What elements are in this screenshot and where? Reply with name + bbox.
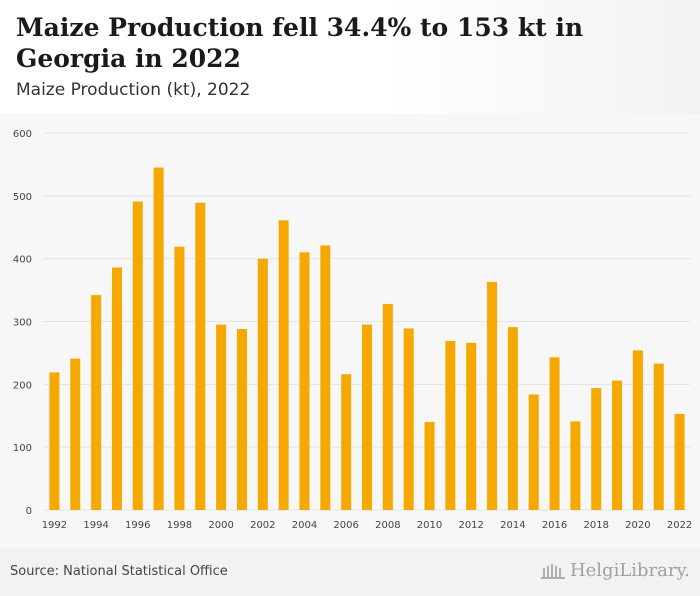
- bar-2021: [653, 363, 664, 510]
- x-tick-label: 2020: [625, 520, 650, 531]
- bar-2006: [341, 374, 352, 510]
- bar-2004: [299, 252, 310, 510]
- bar-1995: [111, 267, 122, 510]
- x-tick-label: 1996: [125, 520, 150, 531]
- bar-2011: [445, 340, 456, 510]
- x-tick-label: 2022: [667, 520, 692, 531]
- bar-2002: [257, 258, 268, 510]
- source-note: Source: National Statistical Office: [10, 564, 228, 579]
- bar-2022: [674, 413, 685, 510]
- bar-2020: [632, 350, 643, 510]
- bar-2018: [591, 388, 602, 510]
- header: Maize Production fell 34.4% to 153 kt in…: [0, 0, 700, 114]
- y-tick-label: 0: [26, 506, 32, 517]
- bar-2007: [362, 324, 372, 510]
- bar-2016: [549, 357, 560, 510]
- x-tick-label: 2012: [458, 520, 483, 531]
- bar-2010: [424, 422, 435, 510]
- bar-2013: [487, 281, 498, 510]
- y-tick-label: 400: [13, 255, 32, 266]
- y-tick-label: 500: [13, 192, 32, 203]
- y-tick-label: 200: [13, 380, 32, 391]
- y-tick-label: 300: [13, 318, 32, 329]
- chart-subtitle: Maize Production (kt), 2022: [16, 80, 251, 100]
- bar-chart: 0 100 200 300 400 500 600 1992 1994 1996 1998 2000 2…: [13, 129, 692, 531]
- bar-1993: [70, 358, 81, 510]
- bar-2005: [320, 245, 331, 510]
- x-tick-label: 1998: [167, 520, 192, 531]
- bar-2017: [570, 421, 581, 510]
- bar-2014: [507, 327, 518, 510]
- x-tick-label: 2000: [208, 520, 233, 531]
- bar-2015: [528, 394, 539, 510]
- bar-2009: [403, 328, 414, 510]
- bar-2012: [466, 342, 477, 510]
- bar-2000: [216, 324, 227, 510]
- x-tick-label: 2004: [292, 520, 317, 531]
- bar-2008: [382, 303, 393, 510]
- bar-2001: [236, 329, 247, 510]
- x-tick-label: 1992: [42, 520, 67, 531]
- bar-1996: [132, 201, 143, 510]
- x-tick-label: 2008: [375, 520, 400, 531]
- y-tick-label: 100: [13, 443, 32, 454]
- library-building-icon: [540, 563, 565, 579]
- chart-title: Maize Production fell 34.4% to 153 kt in…: [16, 13, 584, 73]
- bar-1999: [195, 202, 206, 510]
- x-tick-label: 2014: [500, 520, 525, 531]
- brand-logo[interactable]: HelgiLibrary.: [540, 560, 690, 581]
- footer: Source: National Statistical Office Helg…: [0, 548, 700, 596]
- bar-2003: [278, 220, 289, 511]
- y-tick-label: 600: [13, 129, 32, 140]
- x-tick-label: 2002: [250, 520, 275, 531]
- bar-1998: [174, 246, 185, 510]
- brand-name: HelgiLibrary.: [569, 560, 690, 581]
- x-tick-label: 2016: [542, 520, 567, 531]
- bar-1992: [49, 372, 60, 510]
- x-tick-label: 2010: [417, 520, 442, 531]
- x-tick-label: 2006: [333, 520, 358, 531]
- bar-1997: [153, 167, 164, 510]
- x-tick-label: 1994: [83, 520, 108, 531]
- bar-2019: [612, 380, 623, 510]
- bar-1994: [91, 295, 102, 510]
- x-tick-label: 2018: [583, 520, 608, 531]
